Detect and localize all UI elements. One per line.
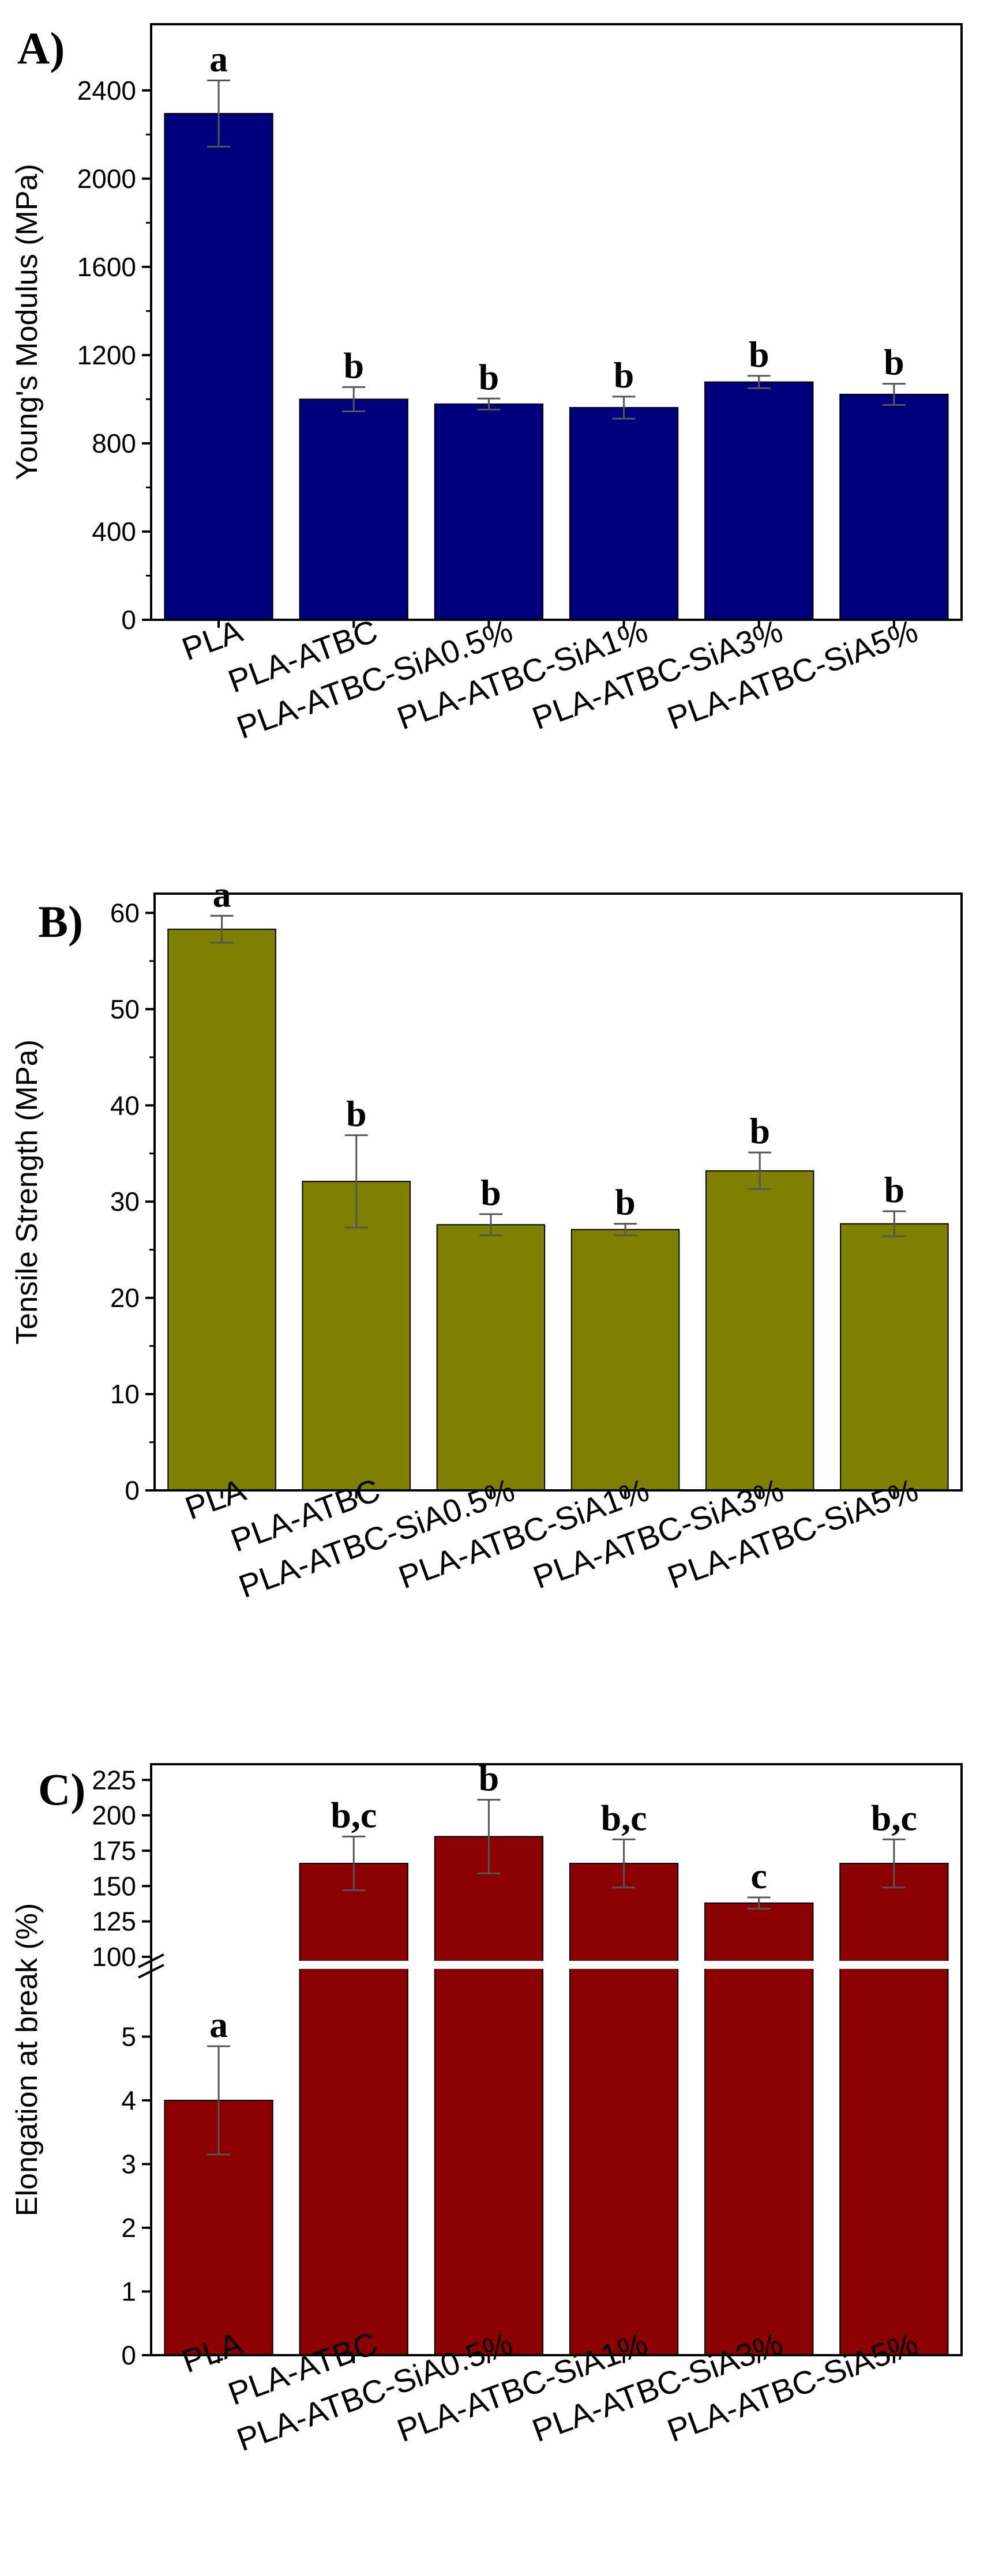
plot-frame (153, 892, 963, 1492)
bar (704, 381, 814, 620)
y-tick-label: 30 (110, 1187, 140, 1217)
y-tick-label: 200 (92, 1801, 136, 1831)
significance-label: b,c (871, 1797, 917, 1838)
bar (569, 406, 679, 620)
chart-panel-b: abb bbb0102030405060PLAPLA-ATBCPLA-ATBC-S… (10, 873, 963, 1605)
significance-label: c (751, 1855, 767, 1896)
y-tick-label: 800 (92, 428, 136, 458)
bar (434, 403, 544, 621)
y-tick-label: 0 (121, 2340, 136, 2370)
significance-label: a (209, 39, 228, 80)
bar (299, 398, 408, 620)
y-tick-label: 225 (92, 1765, 136, 1795)
y-tick-label: 3 (121, 2149, 136, 2179)
y-tick-label: 2000 (77, 164, 136, 194)
significance-label: b (480, 1172, 501, 1213)
panel-label: A) (17, 23, 65, 73)
significance-label: b (346, 1093, 367, 1134)
bar (436, 1224, 546, 1491)
y-tick-label: 2400 (77, 76, 136, 106)
plot-frame (150, 1763, 963, 2356)
y-axis-title: Elongation at break (%) (10, 1903, 44, 2216)
bar (705, 1170, 814, 1491)
axis-break-gap (134, 1961, 967, 1969)
bar (840, 1223, 949, 1491)
significance-label: b (749, 1110, 770, 1151)
bar (839, 1863, 949, 2356)
significance-label: a (209, 2004, 228, 2045)
y-tick-label: 100 (92, 1942, 136, 1972)
significance-label: b (884, 1169, 905, 1210)
chart-panel-a: ab b bb b04008001200160020002400PLAPLA-ATBC… (10, 23, 963, 745)
panel-label: B) (38, 897, 83, 947)
bar (302, 1181, 411, 1492)
y-tick-label: 5 (121, 2022, 136, 2052)
panel-label: C) (38, 1764, 85, 1814)
y-tick-label: 125 (92, 1907, 136, 1937)
significance-label: b (614, 355, 634, 396)
significance-label: b (343, 345, 364, 386)
y-tick-label: 2 (121, 2213, 136, 2243)
y-tick-label: 1600 (77, 252, 136, 282)
y-tick-label: 60 (110, 898, 140, 928)
y-tick-label: 400 (92, 517, 136, 547)
y-tick-label: 1200 (77, 340, 136, 370)
y-axis-title: Young's Modulus (MPa) (10, 164, 44, 480)
significance-label: b (479, 356, 500, 397)
bar (704, 1902, 814, 2356)
y-tick-label: 20 (110, 1283, 140, 1313)
y-tick-label: 4 (121, 2085, 136, 2115)
significance-label: b,c (601, 1797, 647, 1838)
significance-label: b (749, 334, 769, 375)
bar (434, 1836, 544, 2356)
y-axis-title: Tensile Strength (MPa) (10, 1040, 44, 1345)
bar (570, 1229, 680, 1491)
bar (839, 393, 949, 620)
y-tick-label: 150 (92, 1871, 136, 1901)
bar (569, 1863, 679, 2356)
bar (164, 112, 273, 620)
y-tick-label: 0 (125, 1475, 140, 1505)
plot-frame (150, 23, 963, 621)
y-tick-label: 50 (110, 994, 140, 1024)
bar (167, 928, 276, 1491)
bar (299, 1863, 408, 2356)
y-tick-label: 175 (92, 1836, 136, 1866)
y-tick-label: 40 (110, 1090, 140, 1120)
y-tick-label: 10 (110, 1379, 140, 1409)
significance-label: b (615, 1182, 636, 1223)
y-tick-label: 0 (121, 605, 136, 635)
significance-label: b,c (331, 1794, 377, 1835)
chart-panel-c: ab,cbb,ccb,c012345100125150175200225PLAP… (10, 1758, 967, 2458)
y-tick-label: 1 (121, 2277, 136, 2307)
significance-label: b (884, 342, 904, 383)
